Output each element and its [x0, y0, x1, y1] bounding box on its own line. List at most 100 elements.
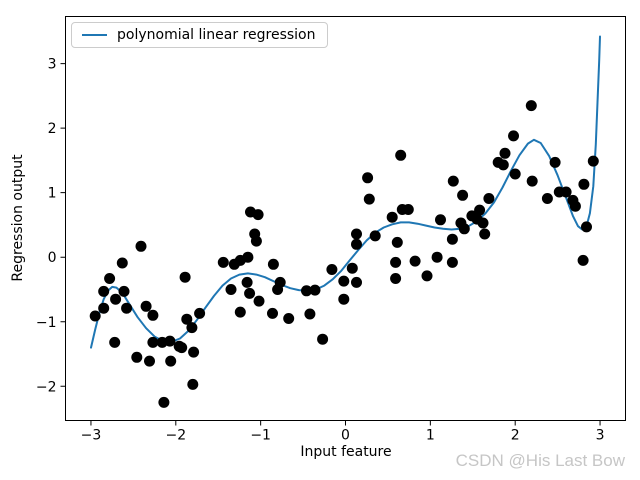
scatter-point [409, 255, 421, 267]
scatter-point [549, 156, 561, 168]
scatter-point [390, 273, 402, 284]
scatter-point [121, 302, 133, 314]
y-tick-label: −1 [36, 315, 57, 331]
scatter-point [147, 309, 159, 321]
scatter-point [479, 228, 491, 240]
legend-label: polynomial linear regression [117, 27, 316, 43]
scatter-point [362, 172, 374, 184]
scatter-point [477, 217, 489, 229]
scatter-point [267, 258, 279, 270]
scatter-point [98, 302, 110, 314]
scatter-point [274, 276, 286, 288]
scatter-point [187, 378, 199, 390]
x-tick-label: −2 [165, 428, 186, 444]
scatter-point [581, 221, 592, 233]
scatter-point [525, 100, 537, 112]
scatter-point [181, 313, 193, 325]
scatter-point [252, 209, 264, 221]
scatter-point [386, 211, 398, 223]
scatter-point [118, 285, 130, 297]
scatter-point [351, 228, 362, 240]
scatter-point [338, 293, 350, 305]
scatter-point [338, 275, 350, 287]
scatter-point [217, 256, 229, 268]
scatter-point [474, 204, 486, 216]
scatter-point [446, 233, 458, 245]
scatter-point [317, 333, 329, 345]
scatter-point [144, 355, 155, 367]
scatter-point [283, 313, 295, 324]
x-axis-label: Input feature [300, 444, 392, 460]
x-tick-label: 3 [596, 428, 605, 444]
scatter-point [390, 256, 402, 268]
scatter-point [431, 251, 443, 263]
scatter-point [326, 264, 338, 275]
y-tick-label: 3 [48, 57, 57, 73]
scatter-point [421, 270, 433, 282]
scatter-point [569, 200, 581, 212]
scatter-point [188, 346, 200, 358]
y-tick-label: 0 [48, 250, 57, 266]
x-tick-label: 0 [341, 428, 350, 444]
scatter-point [194, 307, 206, 319]
tick-marks [60, 63, 601, 426]
x-tick-label: −3 [81, 428, 102, 444]
legend: polynomial linear regression [71, 22, 328, 48]
scatter-point [250, 235, 262, 247]
scatter-point [116, 257, 128, 269]
scatter-point [457, 189, 469, 201]
scatter-point [253, 295, 265, 307]
scatter-point [135, 240, 147, 252]
scatter-point [267, 307, 278, 319]
scatter-point [351, 238, 362, 250]
scatter-point [497, 159, 509, 171]
scatter-point [176, 342, 188, 354]
scatter-point [508, 130, 519, 142]
scatter-point [577, 254, 589, 266]
x-tick-label: −1 [250, 428, 271, 444]
scatter-point [346, 262, 358, 274]
legend-line-sample-icon [82, 34, 107, 36]
scatter-point [225, 284, 237, 295]
y-axis-label: Regression output [10, 154, 26, 282]
scatter-point [131, 351, 143, 363]
scatter-point [301, 285, 312, 297]
scatter-point [526, 175, 538, 187]
x-tick-label: 2 [511, 428, 520, 444]
y-tick-label: −2 [36, 379, 57, 395]
scatter-point [140, 300, 152, 312]
scatter-point [435, 214, 446, 226]
scatter-point [587, 155, 599, 167]
y-tick-label: 1 [48, 186, 57, 202]
scatter-point [186, 322, 198, 334]
scatter-point [147, 336, 159, 348]
scatter-point [391, 236, 403, 248]
scatter-point [104, 273, 116, 284]
scatter-point [234, 306, 246, 318]
x-tick-label: 1 [426, 428, 435, 444]
scatter-point [509, 168, 521, 180]
scatter-point [179, 271, 191, 283]
scatter-point [242, 251, 254, 263]
scatter-point [578, 178, 590, 190]
scatter-point [395, 149, 407, 161]
scatter-point [499, 147, 511, 159]
scatter-point [109, 336, 121, 348]
scatter-point [164, 335, 176, 347]
scatter-point [244, 287, 256, 299]
scatter-point [560, 186, 572, 198]
scatter-point [458, 223, 470, 235]
scatter-point [89, 310, 101, 322]
scatter-point [304, 308, 316, 320]
scatter-point [110, 293, 122, 305]
watermark-text: CSDN @His Last Bow [455, 451, 625, 470]
scatter-point [165, 355, 177, 367]
scatter-point [98, 285, 110, 297]
scatter-point [363, 193, 375, 205]
scatter-point [447, 175, 459, 187]
scatter-point [241, 276, 253, 288]
scatter-point [351, 276, 362, 288]
scatter-point [402, 204, 414, 215]
